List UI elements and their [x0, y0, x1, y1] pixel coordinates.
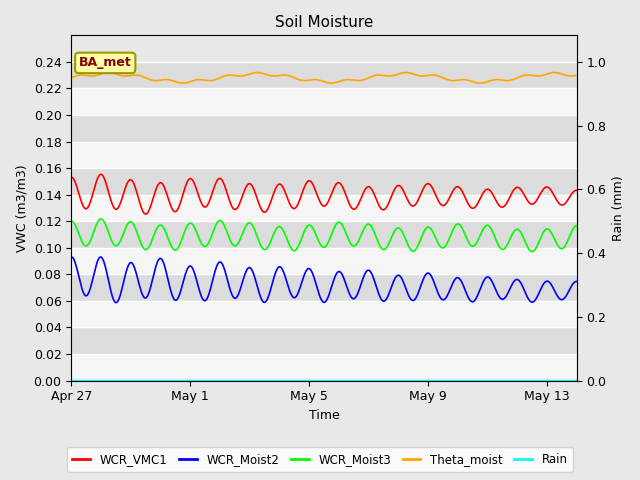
Title: Soil Moisture: Soil Moisture [275, 15, 373, 30]
Bar [71, 354, 577, 381]
Bar [71, 62, 577, 88]
Bar [71, 115, 577, 142]
Bar [71, 195, 577, 221]
X-axis label: Time: Time [308, 409, 339, 422]
Y-axis label: VWC (m3/m3): VWC (m3/m3) [15, 164, 28, 252]
Bar [71, 221, 577, 248]
Bar [71, 88, 577, 115]
Bar [71, 168, 577, 195]
Legend: WCR_VMC1, WCR_Moist2, WCR_Moist3, Theta_moist, Rain: WCR_VMC1, WCR_Moist2, WCR_Moist3, Theta_… [67, 447, 573, 472]
Bar [71, 327, 577, 354]
Bar [71, 301, 577, 327]
Bar [71, 274, 577, 301]
Bar [71, 248, 577, 274]
Y-axis label: Rain (mm): Rain (mm) [612, 175, 625, 241]
Bar [71, 142, 577, 168]
Text: BA_met: BA_met [79, 57, 132, 70]
